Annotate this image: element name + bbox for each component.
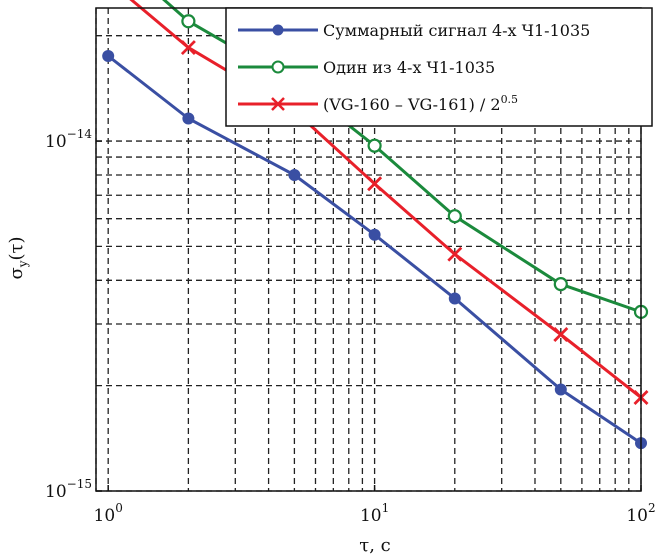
legend-label-single: Один из 4-х Ч1-1035: [323, 58, 495, 77]
legend-label-difference: (VG-160 – VG-161) / 20.5: [323, 93, 518, 114]
x-tick-label: 101: [360, 501, 389, 526]
legend-item-single: Один из 4-х Ч1-1035: [238, 58, 495, 77]
legend-marker-difference: [271, 97, 285, 111]
x-axis-label: τ, с: [359, 535, 390, 556]
x-tick-label: 100: [94, 501, 123, 526]
y-tick-label: 10−14: [45, 127, 92, 152]
legend-marker-single: [271, 60, 285, 74]
data-point: [367, 138, 382, 153]
y-axis-label: σy(τ): [6, 236, 30, 279]
legend: Суммарный сигнал 4-х Ч1-1035 Один из 4-х…: [225, 7, 653, 127]
legend-item-difference: (VG-160 – VG-161) / 20.5: [238, 93, 518, 114]
axis-ticks: 100 101 102 10−15 10−14: [45, 127, 656, 526]
legend-marker-summary: [272, 24, 284, 36]
data-point: [288, 168, 301, 181]
data-point: [554, 383, 567, 396]
data-point: [447, 246, 463, 262]
data-point: [368, 228, 381, 241]
data-point: [448, 292, 461, 305]
data-point: [367, 176, 383, 192]
data-point: [180, 40, 196, 56]
data-point: [102, 50, 115, 63]
data-point: [553, 327, 569, 343]
data-point: [553, 277, 568, 292]
series-layer: [102, 0, 649, 450]
series-2: [129, 0, 649, 405]
legend-label-summary: Суммарный сигнал 4-х Ч1-1035: [323, 21, 590, 40]
data-point: [447, 209, 462, 224]
series-0: [102, 50, 647, 450]
y-tick-label: 10−15: [45, 477, 92, 502]
data-point: [182, 112, 195, 125]
legend-item-summary: Суммарный сигнал 4-х Ч1-1035: [238, 21, 590, 40]
data-point: [181, 14, 196, 29]
x-tick-label: 102: [626, 501, 655, 526]
